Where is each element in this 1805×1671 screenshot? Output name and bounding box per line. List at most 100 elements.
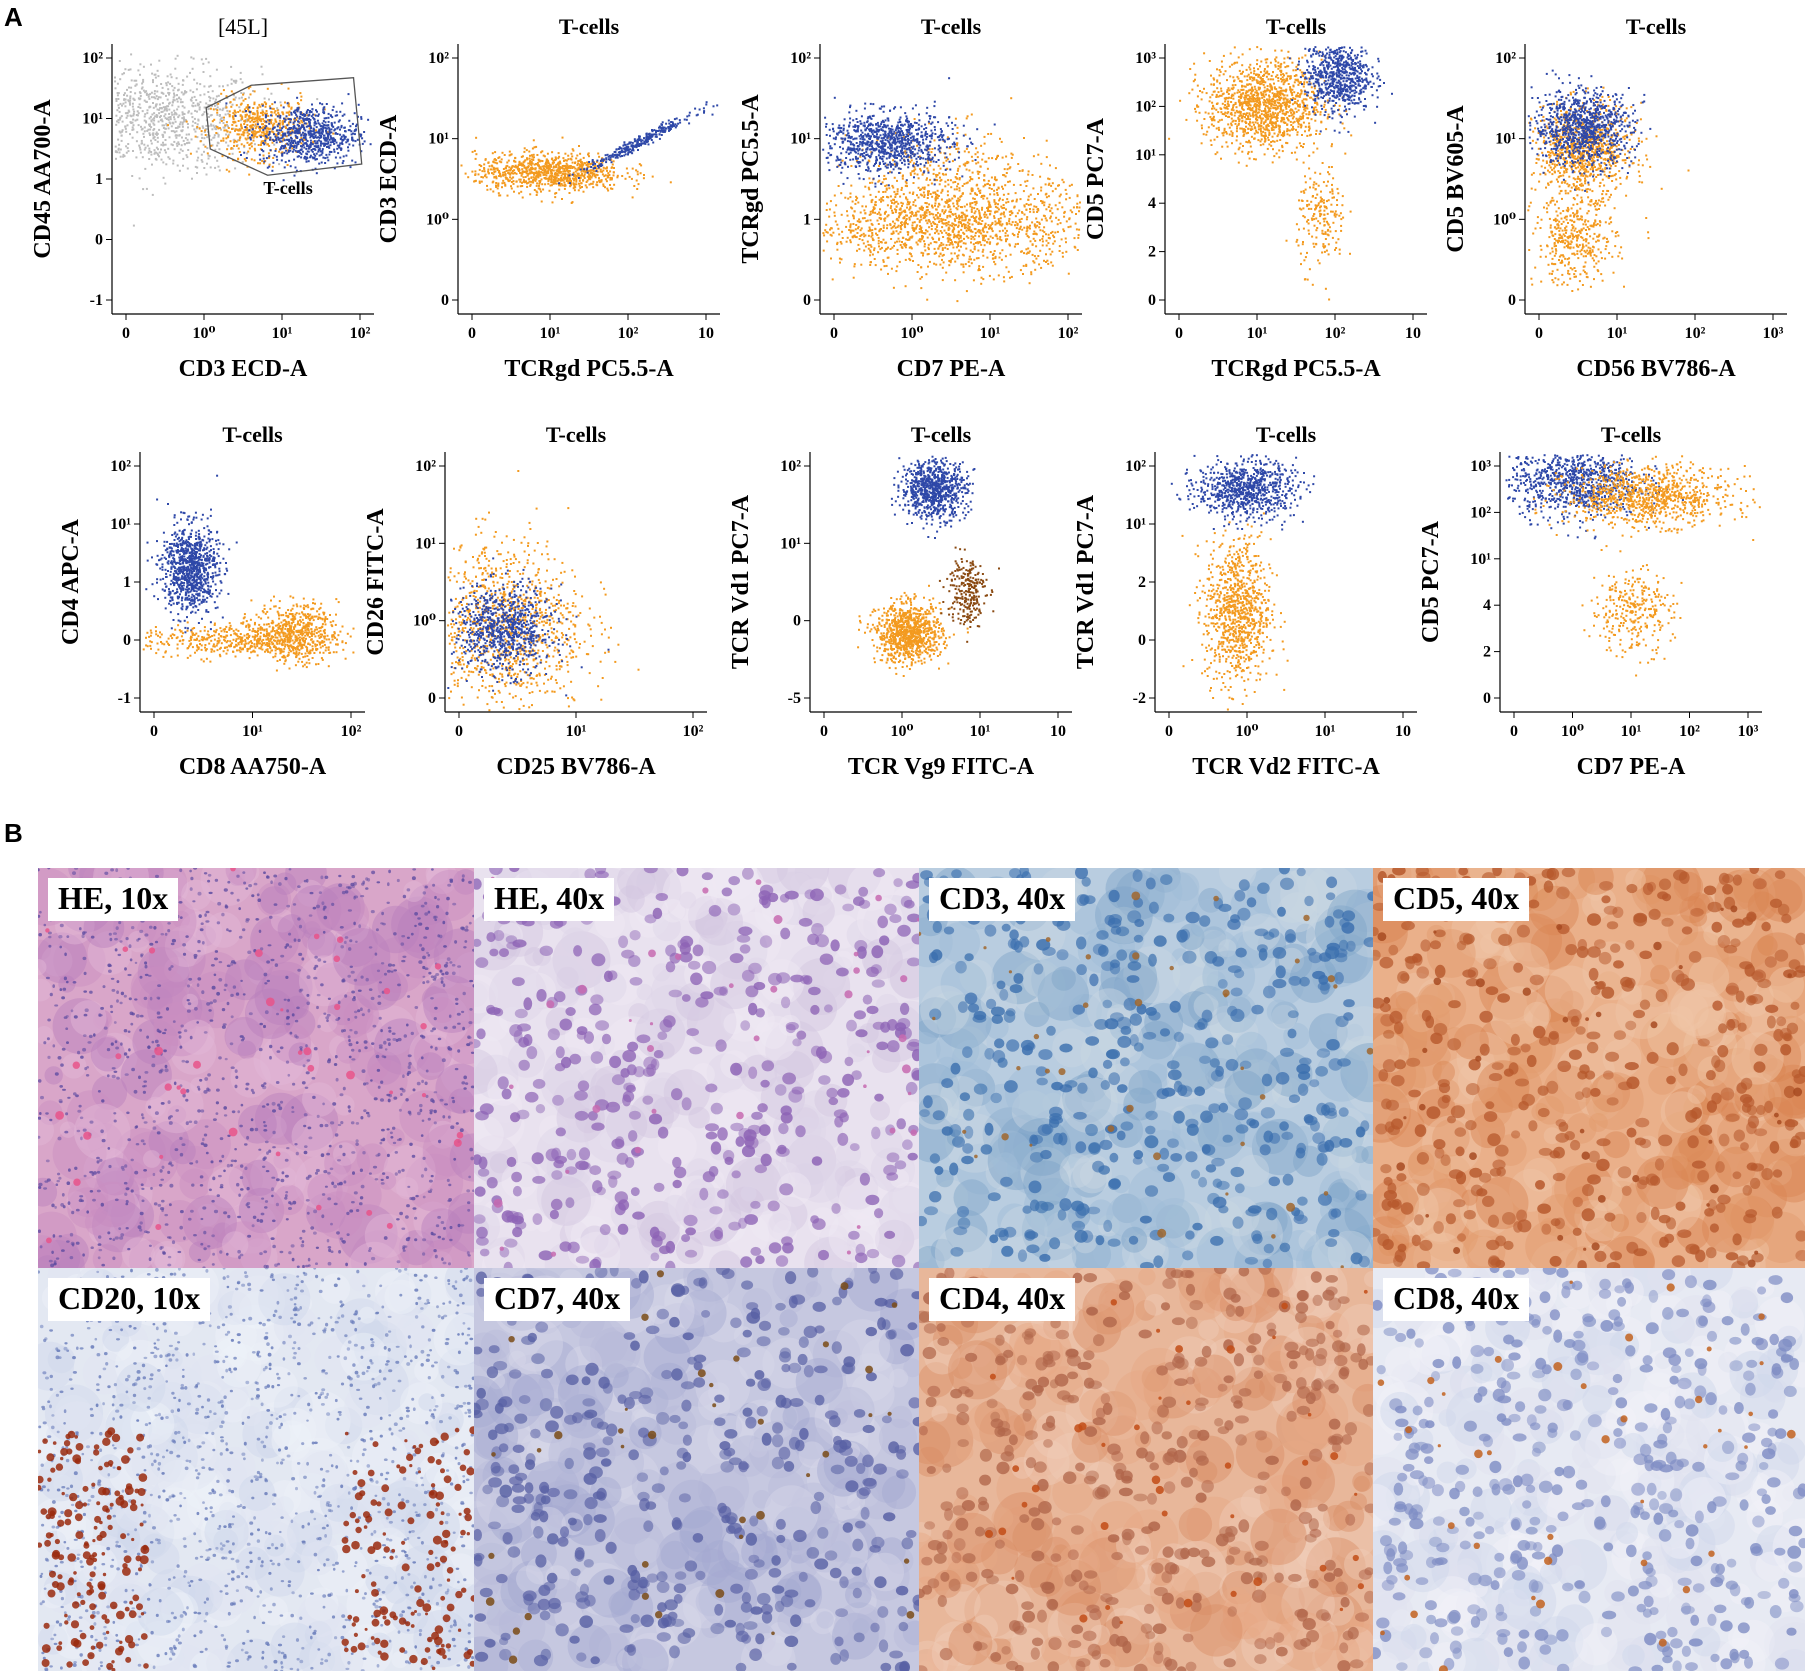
data-point [1039, 239, 1041, 242]
data-point [263, 160, 266, 163]
data-point [270, 130, 273, 133]
data-point [138, 144, 141, 147]
data-point [194, 104, 197, 107]
data-point [317, 114, 320, 117]
data-point [160, 107, 163, 110]
data-point [533, 163, 536, 166]
data-point [262, 128, 265, 131]
data-point [350, 130, 353, 133]
data-point [324, 157, 327, 160]
data-point [1051, 212, 1054, 215]
data-point [536, 182, 539, 185]
data-point [333, 139, 336, 142]
data-point [594, 162, 597, 165]
data-point [298, 140, 301, 143]
data-point [1002, 193, 1005, 196]
data-point [994, 176, 997, 179]
data-point [335, 110, 338, 113]
data-point [893, 244, 895, 247]
data-point [347, 93, 350, 96]
data-point [247, 108, 250, 111]
data-point [997, 203, 999, 206]
data-point [116, 92, 119, 94]
data-point [1079, 201, 1081, 204]
data-point [993, 183, 996, 186]
data-point [327, 120, 330, 123]
data-point [147, 128, 150, 131]
data-point [571, 161, 574, 164]
data-point [139, 106, 142, 109]
data-point [1068, 196, 1071, 199]
data-point [873, 247, 876, 250]
data-point [244, 115, 247, 118]
data-point [171, 104, 174, 107]
data-point [293, 131, 296, 134]
data-point [576, 169, 579, 172]
data-point [536, 161, 539, 164]
data-point [979, 241, 982, 244]
data-point [916, 173, 919, 176]
data-point [294, 127, 297, 130]
data-point [855, 118, 858, 120]
data-point [292, 127, 295, 130]
data-point [558, 155, 561, 158]
data-point [954, 279, 957, 282]
data-point [160, 111, 163, 113]
data-point [616, 154, 619, 157]
data-point [857, 225, 860, 228]
data-point [291, 147, 294, 150]
data-point [128, 86, 130, 89]
data-point [142, 80, 145, 83]
data-point [261, 160, 264, 162]
data-point [347, 149, 350, 152]
data-point [575, 174, 578, 177]
data-point [328, 132, 331, 135]
data-point [280, 82, 283, 85]
data-point [298, 117, 301, 120]
data-point [528, 172, 531, 175]
data-point [235, 140, 238, 143]
data-point [533, 178, 536, 181]
data-point [198, 127, 201, 130]
data-point [257, 144, 260, 146]
data-point [922, 214, 925, 217]
data-point [561, 136, 564, 139]
data-point [218, 114, 221, 117]
data-point [578, 182, 580, 185]
data-point [285, 149, 288, 152]
data-point [164, 143, 167, 146]
data-point [1004, 234, 1007, 237]
data-point [299, 127, 302, 130]
data-point [556, 172, 559, 175]
data-point [650, 133, 653, 136]
data-point [301, 145, 303, 148]
data-point [921, 237, 924, 240]
data-point [608, 154, 611, 157]
data-point [313, 140, 316, 143]
data-point [299, 138, 302, 141]
data-point [1019, 269, 1022, 272]
data-point [324, 124, 327, 127]
data-point [163, 109, 166, 112]
data-point [308, 145, 311, 148]
data-point [273, 111, 276, 114]
data-point [1016, 222, 1019, 225]
data-point [310, 115, 313, 118]
x-axis-label: CD3 ECD-A [179, 356, 308, 382]
data-point [956, 173, 959, 175]
data-point [597, 152, 600, 155]
data-point [505, 169, 508, 172]
data-point [596, 181, 599, 184]
data-point [203, 85, 206, 88]
data-point [893, 225, 896, 227]
data-point [543, 171, 546, 173]
data-point [871, 229, 874, 232]
data-point [528, 150, 531, 153]
data-point [276, 115, 279, 118]
data-point [474, 170, 477, 173]
data-point [639, 172, 642, 175]
data-point [927, 190, 929, 193]
data-point [973, 212, 976, 215]
data-point [247, 118, 250, 121]
data-point [260, 134, 263, 137]
